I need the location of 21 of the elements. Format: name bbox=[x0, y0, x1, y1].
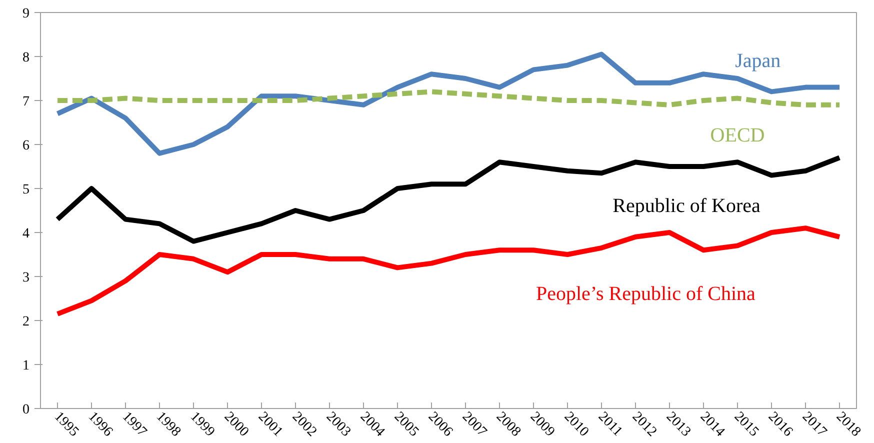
y-tick-label: 8 bbox=[22, 50, 30, 66]
x-tick-label: 1997 bbox=[119, 409, 150, 440]
y-tick-label: 2 bbox=[22, 314, 30, 330]
series-label: OECD bbox=[710, 124, 765, 147]
x-tick-label: 2017 bbox=[799, 409, 830, 440]
x-tick-label: 1998 bbox=[153, 409, 184, 440]
y-tick-label: 6 bbox=[22, 138, 30, 154]
series-label: Republic of Korea bbox=[612, 195, 760, 218]
y-tick-label: 9 bbox=[22, 6, 30, 22]
y-tick-label: 1 bbox=[22, 358, 30, 374]
x-tick-label: 1996 bbox=[85, 409, 116, 440]
y-tick-label: 0 bbox=[22, 402, 30, 418]
x-tick-label: 1995 bbox=[51, 409, 82, 440]
x-tick-label: 1999 bbox=[187, 409, 218, 440]
series-label: Japan bbox=[735, 50, 781, 72]
series-label: People’s Republic of China bbox=[536, 283, 756, 306]
y-tick-label: 4 bbox=[22, 226, 30, 242]
y-tick-label: 3 bbox=[22, 270, 30, 286]
x-tick-label: 2007 bbox=[459, 409, 490, 440]
y-tick-label: 7 bbox=[22, 94, 30, 110]
y-tick-label: 5 bbox=[22, 182, 30, 198]
